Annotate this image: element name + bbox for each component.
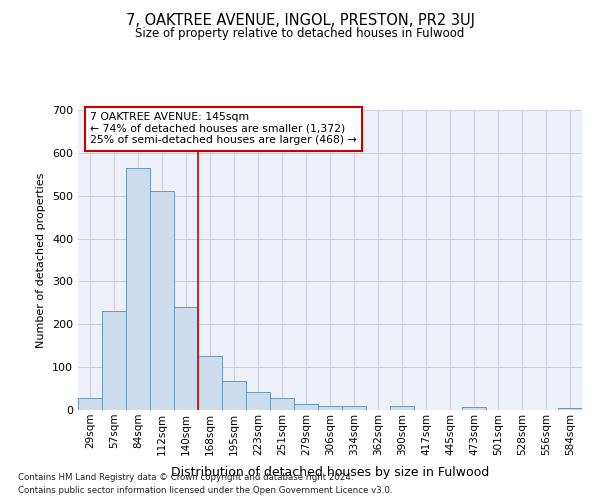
X-axis label: Distribution of detached houses by size in Fulwood: Distribution of detached houses by size …: [171, 466, 489, 479]
Bar: [79, 398, 101, 410]
Bar: [247, 392, 269, 410]
Bar: [343, 406, 365, 410]
Bar: [223, 381, 245, 410]
Bar: [295, 404, 317, 410]
Bar: [199, 356, 221, 410]
Bar: [391, 406, 413, 410]
Bar: [151, 192, 173, 410]
Bar: [127, 168, 149, 410]
Bar: [103, 312, 125, 410]
Text: Contains HM Land Registry data © Crown copyright and database right 2024.: Contains HM Land Registry data © Crown c…: [18, 474, 353, 482]
Text: 7 OAKTREE AVENUE: 145sqm
← 74% of detached houses are smaller (1,372)
25% of sem: 7 OAKTREE AVENUE: 145sqm ← 74% of detach…: [90, 112, 357, 146]
Bar: [559, 408, 581, 410]
Text: Size of property relative to detached houses in Fulwood: Size of property relative to detached ho…: [136, 28, 464, 40]
Text: Contains public sector information licensed under the Open Government Licence v3: Contains public sector information licen…: [18, 486, 392, 495]
Bar: [463, 406, 485, 410]
Bar: [175, 307, 197, 410]
Text: 7, OAKTREE AVENUE, INGOL, PRESTON, PR2 3UJ: 7, OAKTREE AVENUE, INGOL, PRESTON, PR2 3…: [125, 12, 475, 28]
Y-axis label: Number of detached properties: Number of detached properties: [37, 172, 46, 348]
Bar: [271, 398, 293, 410]
Bar: [319, 406, 341, 410]
